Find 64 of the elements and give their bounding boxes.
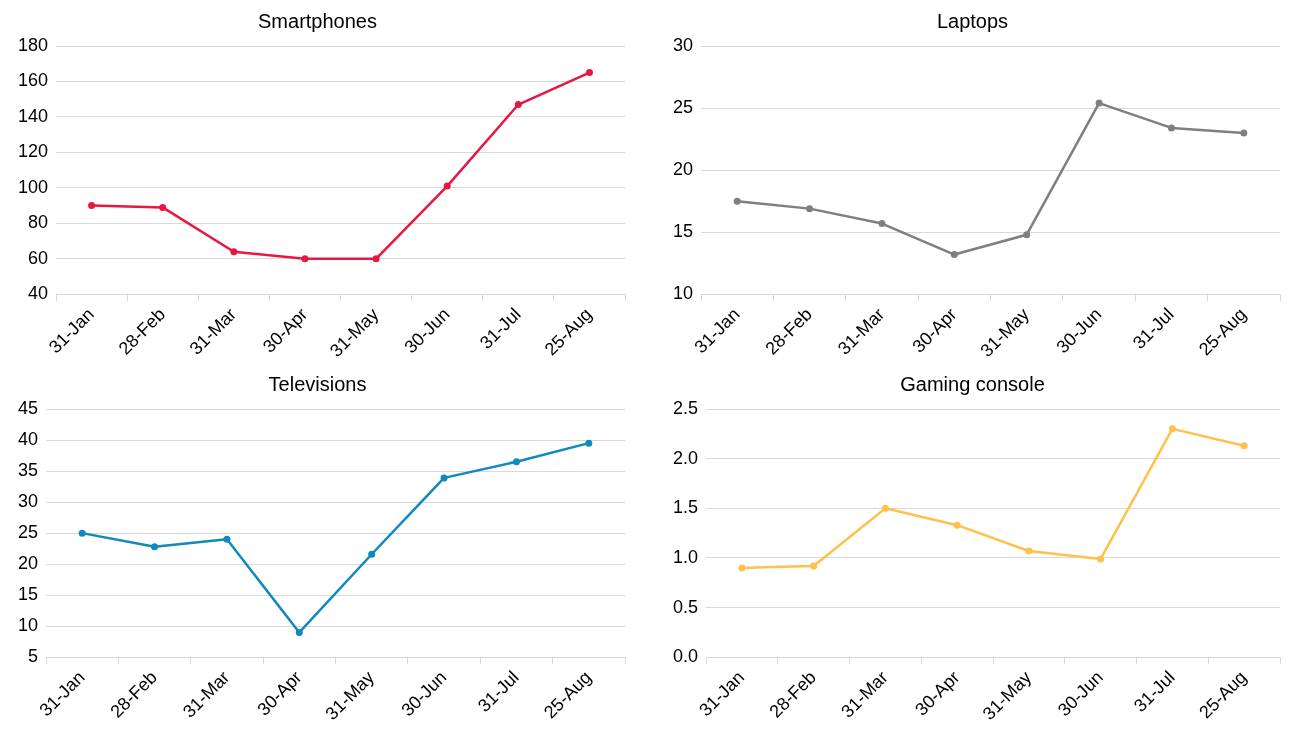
y-tick-label: 25 (672, 97, 694, 118)
point (159, 203, 167, 211)
point (733, 197, 741, 205)
chart-title: Televisions (268, 372, 367, 395)
y-tick-label: 15 (672, 221, 694, 242)
y-tick-label: 40 (17, 429, 39, 449)
point (1240, 129, 1248, 137)
point (810, 562, 818, 570)
point (514, 101, 522, 109)
point (295, 628, 303, 636)
point (950, 251, 958, 259)
y-tick-label: 20 (672, 159, 694, 180)
point (440, 474, 448, 482)
y-tick-label: 60 (28, 247, 49, 268)
point (1025, 547, 1033, 555)
y-tick-label: 2.0 (672, 447, 699, 468)
point (585, 439, 593, 447)
y-tick-label: 1.0 (672, 546, 699, 567)
y-tick-label: 5 (28, 646, 39, 667)
y-tick-label: 80 (28, 212, 49, 233)
point (1023, 231, 1031, 239)
y-tick-label: 180 (17, 34, 49, 55)
y-tick-label: 45 (17, 397, 39, 418)
y-tick-label: 0.0 (672, 646, 699, 667)
y-tick-label: 25 (17, 522, 39, 543)
y-tick-label: 15 (17, 584, 39, 605)
point (1240, 442, 1248, 450)
chart-title: Gaming console (900, 372, 1045, 395)
chart-title: Smartphones (258, 9, 377, 32)
y-tick-label: 0.5 (672, 596, 699, 617)
point (953, 521, 961, 529)
y-tick-label: 160 (17, 70, 49, 91)
y-tick-label: 30 (672, 34, 694, 55)
chart-title: Laptops (936, 9, 1009, 32)
point (368, 550, 376, 558)
point (372, 255, 380, 263)
point (806, 205, 814, 213)
y-tick-label: 40 (28, 283, 49, 304)
y-tick-label: 35 (17, 460, 39, 481)
point (230, 248, 238, 256)
point (878, 220, 886, 228)
y-tick-label: 1.5 (672, 497, 699, 518)
y-tick-label: 120 (17, 141, 49, 162)
y-tick-label: 10 (672, 283, 694, 304)
point (1097, 555, 1105, 563)
y-tick-label: 140 (17, 105, 49, 126)
point (88, 202, 96, 210)
point (151, 543, 159, 551)
point (512, 458, 520, 466)
y-tick-label: 10 (17, 615, 39, 636)
point (738, 564, 746, 572)
point (585, 69, 593, 77)
point (1168, 425, 1176, 433)
point (1167, 124, 1175, 132)
point (881, 504, 889, 512)
point (443, 182, 451, 190)
point (1095, 99, 1103, 107)
y-tick-label: 100 (17, 176, 49, 197)
y-tick-label: 30 (17, 491, 39, 512)
point (223, 535, 231, 543)
y-tick-label: 2.5 (672, 397, 699, 418)
y-tick-label: 20 (17, 553, 39, 574)
point (301, 255, 309, 263)
point (78, 529, 86, 537)
